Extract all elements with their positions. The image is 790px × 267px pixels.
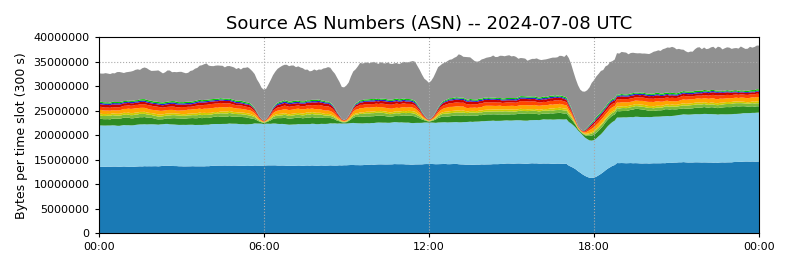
Y-axis label: Bytes per time slot (300 s): Bytes per time slot (300 s) xyxy=(15,52,28,218)
Title: Source AS Numbers (ASN) -- 2024-07-08 UTC: Source AS Numbers (ASN) -- 2024-07-08 UT… xyxy=(226,15,632,33)
